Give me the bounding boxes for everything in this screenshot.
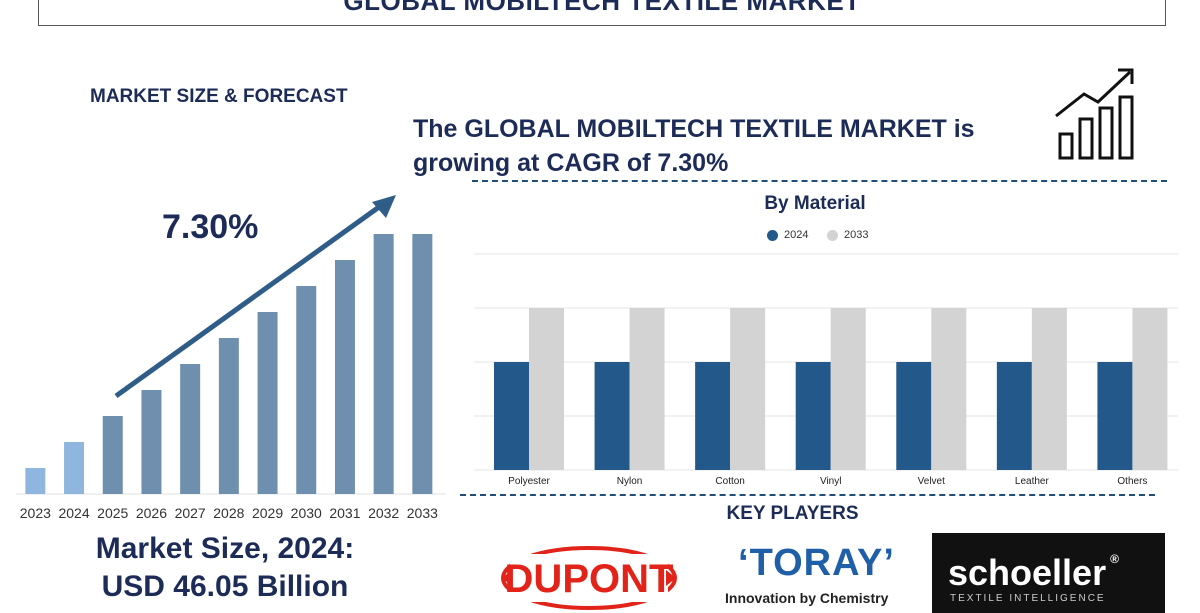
forecast-year-label: 2027 [175,505,206,521]
legend-label-2033: 2033 [844,229,869,241]
dashed-divider-bottom [460,494,1155,496]
material-category-label: Others [1117,476,1147,487]
dupont-wordmark: DUPONT [505,557,674,601]
forecast-bar-2030 [296,286,317,494]
forecast-year-label: 2028 [213,505,244,521]
market-size-line1: Market Size, 2024: [95,532,355,565]
forecast-bar-2023 [25,468,46,494]
forecast-bar-2029 [257,312,278,494]
cagr-headline: The GLOBAL MOBILTECH TEXTILE MARKET is g… [413,115,975,177]
material-bar-polyester-2033 [529,308,564,470]
schoeller-wordmark-text: schoeller [948,552,1107,593]
material-bar-nylon-2024 [594,362,630,470]
material-bar-cotton-2033 [730,308,766,470]
toray-logo: ‘TORAY’ [738,542,895,585]
material-bar-vinyl-2033 [830,308,866,470]
cagr-value: 7.30% [162,208,259,246]
forecast-bar-2033 [412,234,433,494]
forecast-year-label: 2032 [368,505,399,521]
schoeller-tagline: TEXTILE INTELLIGENCE [950,593,1106,604]
material-bar-vinyl-2024 [795,362,831,470]
dashed-divider-top [472,180,1167,182]
market-size-line2: USD 46.05 Billion [101,570,349,603]
material-category-label: Nylon [617,476,643,487]
material-bar-velvet-2024 [896,362,932,470]
forecast-year-label: 2025 [97,505,128,521]
toray-wordmark: TORAY [749,542,884,584]
legend-dot-2033 [827,229,838,241]
legend-label-2024: 2024 [784,229,809,241]
title-frame [38,0,1166,26]
legend-2024: 2024 [767,229,808,241]
forecast-year-label: 2030 [291,505,322,521]
market-size-text: Market Size, 2024: USD 46.05 Billion [20,530,430,606]
forecast-bar-2024 [64,442,85,494]
legend-2033: 2033 [827,229,868,241]
forecast-bar-2026 [141,390,162,494]
material-category-label: Leather [1015,476,1050,487]
forecast-year-label: 2023 [20,505,51,521]
material-chart: Polyester Nylon Cotton Vinyl Velvet Leather Ot… [474,253,1178,487]
material-bar-leather-2024 [996,362,1032,470]
dupont-logo: DUPONT [501,546,677,610]
key-players-heading: KEY PLAYERS [726,503,859,524]
registered-mark: ® [1110,552,1119,566]
material-category-label: Vinyl [820,476,842,487]
forecast-year-label: 2033 [407,505,438,521]
schoeller-wordmark: schoeller ® [948,552,1119,594]
forecast-chart: 2023 2024 2025 2026 2027 2028 2029 2030 2031 2032… [16,195,446,521]
material-bar-others-2024 [1097,362,1133,470]
material-bar-polyester-2024 [494,362,529,470]
forecast-year-label: 2026 [136,505,167,521]
toray-quote-mark: ’ [883,542,895,584]
material-bar-velvet-2033 [931,308,967,470]
toray-quote-mark: ‘ [738,542,750,584]
forecast-bar-2025 [102,416,123,494]
material-category-label: Cotton [715,476,744,487]
forecast-year-label: 2029 [252,505,283,521]
forecast-year-label: 2024 [58,505,89,521]
forecast-bar-2027 [180,364,201,494]
page-title: GLOBAL MOBILTECH TEXTILE MARKET [343,0,861,16]
forecast-bar-2028 [218,338,239,494]
material-bar-leather-2033 [1031,308,1067,470]
forecast-bar-2031 [334,260,355,494]
forecast-bar-2032 [373,234,394,494]
material-bar-others-2033 [1132,308,1168,470]
legend-dot-2024 [767,229,778,241]
material-category-label: Polyester [508,476,550,487]
toray-tagline: Innovation by Chemistry [725,590,889,606]
trend-arrow [114,195,396,399]
market-size-heading: MARKET SIZE & FORECAST [90,86,348,107]
material-chart-title: By Material [764,193,866,214]
forecast-year-label: 2031 [329,505,360,521]
material-bar-cotton-2024 [695,362,731,470]
material-category-label: Velvet [918,476,945,487]
growth-chart-icon [1052,64,1142,169]
material-bar-nylon-2033 [629,308,665,470]
